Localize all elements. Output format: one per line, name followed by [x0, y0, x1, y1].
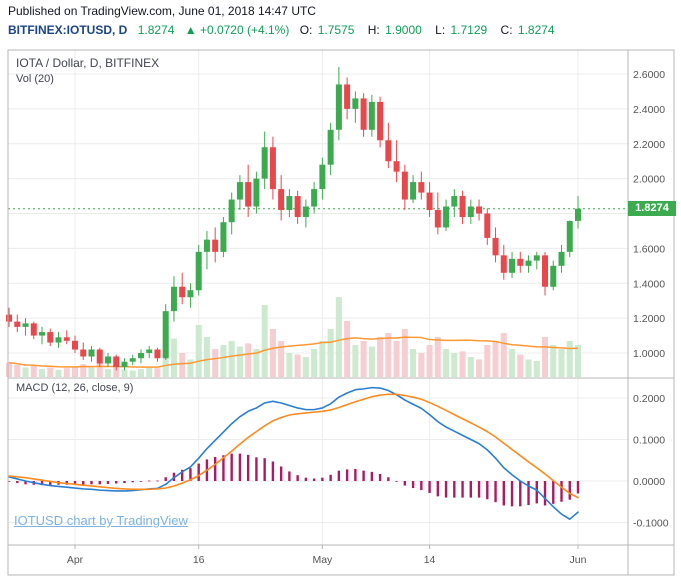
publish-info: Published on TradingView.com, June 01, 2… [8, 4, 316, 18]
svg-text:2.4000: 2.4000 [633, 104, 665, 116]
svg-text:-0.1000: -0.1000 [633, 518, 669, 530]
symbol-ticker: BITFINEX:IOTUSD, D [8, 23, 128, 37]
close-label: C: [500, 23, 513, 37]
svg-text:0.0000: 0.0000 [633, 476, 665, 488]
pane-title-macd: MACD (12, 26, close, 9) [16, 382, 134, 394]
svg-text:1.2000: 1.2000 [633, 313, 665, 325]
svg-text:0.2000: 0.2000 [633, 393, 665, 405]
open-label: O: [299, 23, 313, 37]
svg-text:1.6000: 1.6000 [633, 243, 665, 255]
svg-text:2.0000: 2.0000 [633, 174, 665, 186]
high-label: H: [367, 23, 380, 37]
svg-text:2.6000: 2.6000 [633, 69, 665, 81]
svg-text:1.4000: 1.4000 [633, 278, 665, 290]
svg-text:2.2000: 2.2000 [633, 139, 665, 151]
svg-text:0.1000: 0.1000 [633, 435, 665, 447]
svg-text:14: 14 [424, 554, 436, 566]
close-value: 1.8274 [517, 23, 555, 37]
symbol-header: BITFINEX:IOTUSD, D 1.8274 ▲ +0.0720 (+4.… [8, 23, 565, 37]
pane-title-volume: Vol (20) [16, 73, 54, 85]
svg-text:16: 16 [193, 554, 205, 566]
svg-text:Apr: Apr [67, 554, 84, 566]
svg-text:1.0000: 1.0000 [633, 348, 665, 360]
last-price-badge: 1.8274 [628, 201, 676, 216]
svg-text:May: May [312, 554, 333, 566]
svg-text:Jun: Jun [570, 554, 587, 566]
watermark-link[interactable]: IOTUSD chart by TradingView [14, 513, 188, 528]
pane-title-main: IOTA / Dollar, D, BITFINEX [16, 56, 160, 70]
price-change: ▲ +0.0720 (+4.1%) [184, 23, 290, 37]
last-price: 1.8274 [137, 23, 175, 37]
low-label: L: [435, 23, 446, 37]
high-value: 1.9000 [385, 23, 422, 37]
low-value: 1.7129 [450, 23, 488, 37]
open-value: 1.7575 [317, 23, 355, 37]
